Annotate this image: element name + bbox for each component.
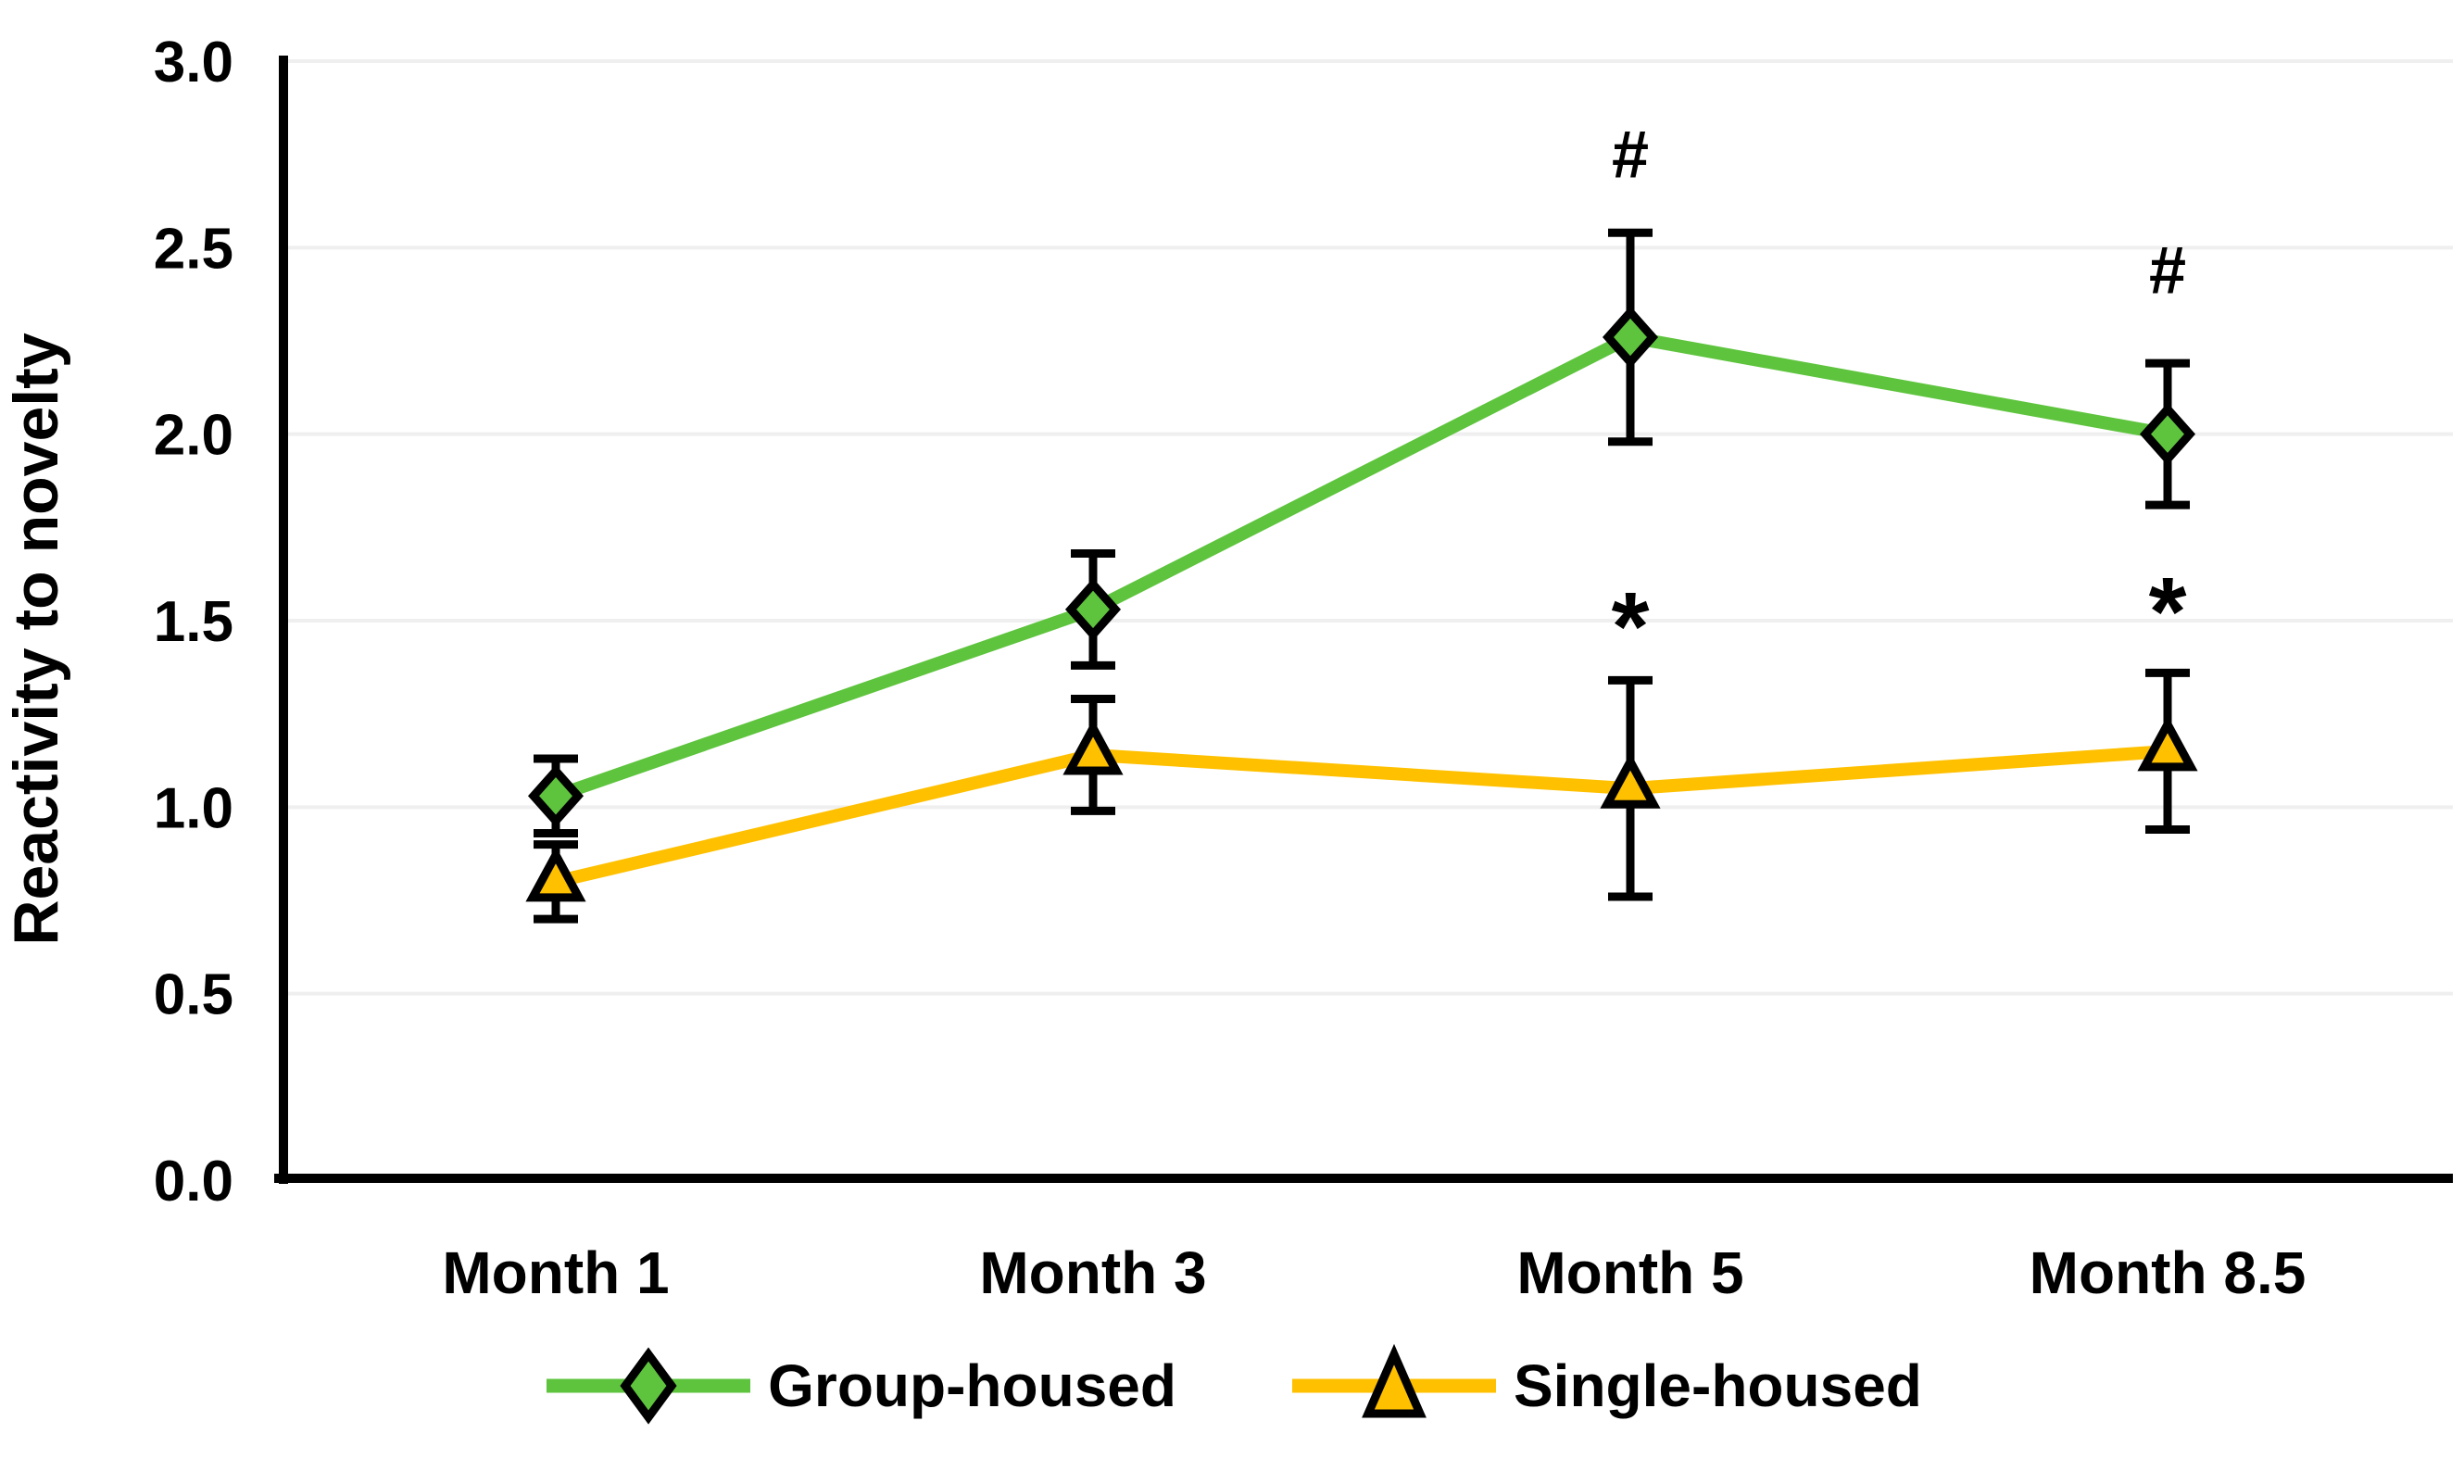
chart-legend: Group-housed Single-housed xyxy=(0,1341,2464,1430)
y-tick-label: 1.0 xyxy=(154,776,233,840)
triangle-marker-single-housed xyxy=(1062,719,1124,775)
diamond-marker-group-housed xyxy=(1064,578,1122,641)
diamond-marker-group-housed xyxy=(2139,402,2196,466)
y-tick-label: 2.5 xyxy=(154,217,233,281)
single-housed-triangle-marker-icon xyxy=(1291,1343,1496,1418)
diamond-marker-group-housed xyxy=(527,764,585,828)
x-category-label: Month 3 xyxy=(979,1239,1206,1306)
diamond-marker-group-housed xyxy=(1602,306,1659,369)
x-category-label: Month 1 xyxy=(442,1239,669,1306)
y-axis-title: Reactivity to novelty xyxy=(1,333,71,945)
y-tick-label: 2.0 xyxy=(154,404,233,468)
triangle-marker-single-housed xyxy=(525,846,586,902)
y-tick-label: 1.5 xyxy=(154,590,233,654)
series-line-group-housed xyxy=(549,330,2174,803)
y-tick-label: 0.5 xyxy=(154,963,233,1027)
series-line-single-housed xyxy=(549,744,2174,888)
significance-hash: # xyxy=(1612,119,1649,193)
significance-asterisk: * xyxy=(2149,558,2187,666)
significance-asterisk: * xyxy=(1612,572,1650,681)
legend-label-group-housed: Group-housed xyxy=(768,1352,1176,1419)
x-category-label: Month 8.5 xyxy=(2030,1239,2307,1306)
triangle-marker-single-housed xyxy=(1600,752,1661,809)
y-tick-label: 0.0 xyxy=(154,1150,233,1214)
triangle-marker-single-housed xyxy=(2137,715,2198,772)
x-category-label: Month 5 xyxy=(1516,1239,1743,1306)
legend-item-single-housed: Single-housed xyxy=(1288,1341,1922,1430)
legend-item-group-housed: Group-housed xyxy=(542,1341,1176,1430)
legend-label-single-housed: Single-housed xyxy=(1513,1352,1922,1419)
group-housed-diamond-marker-icon xyxy=(547,1347,751,1425)
significance-hash: # xyxy=(2149,233,2186,308)
y-tick-label: 3.0 xyxy=(154,31,233,94)
